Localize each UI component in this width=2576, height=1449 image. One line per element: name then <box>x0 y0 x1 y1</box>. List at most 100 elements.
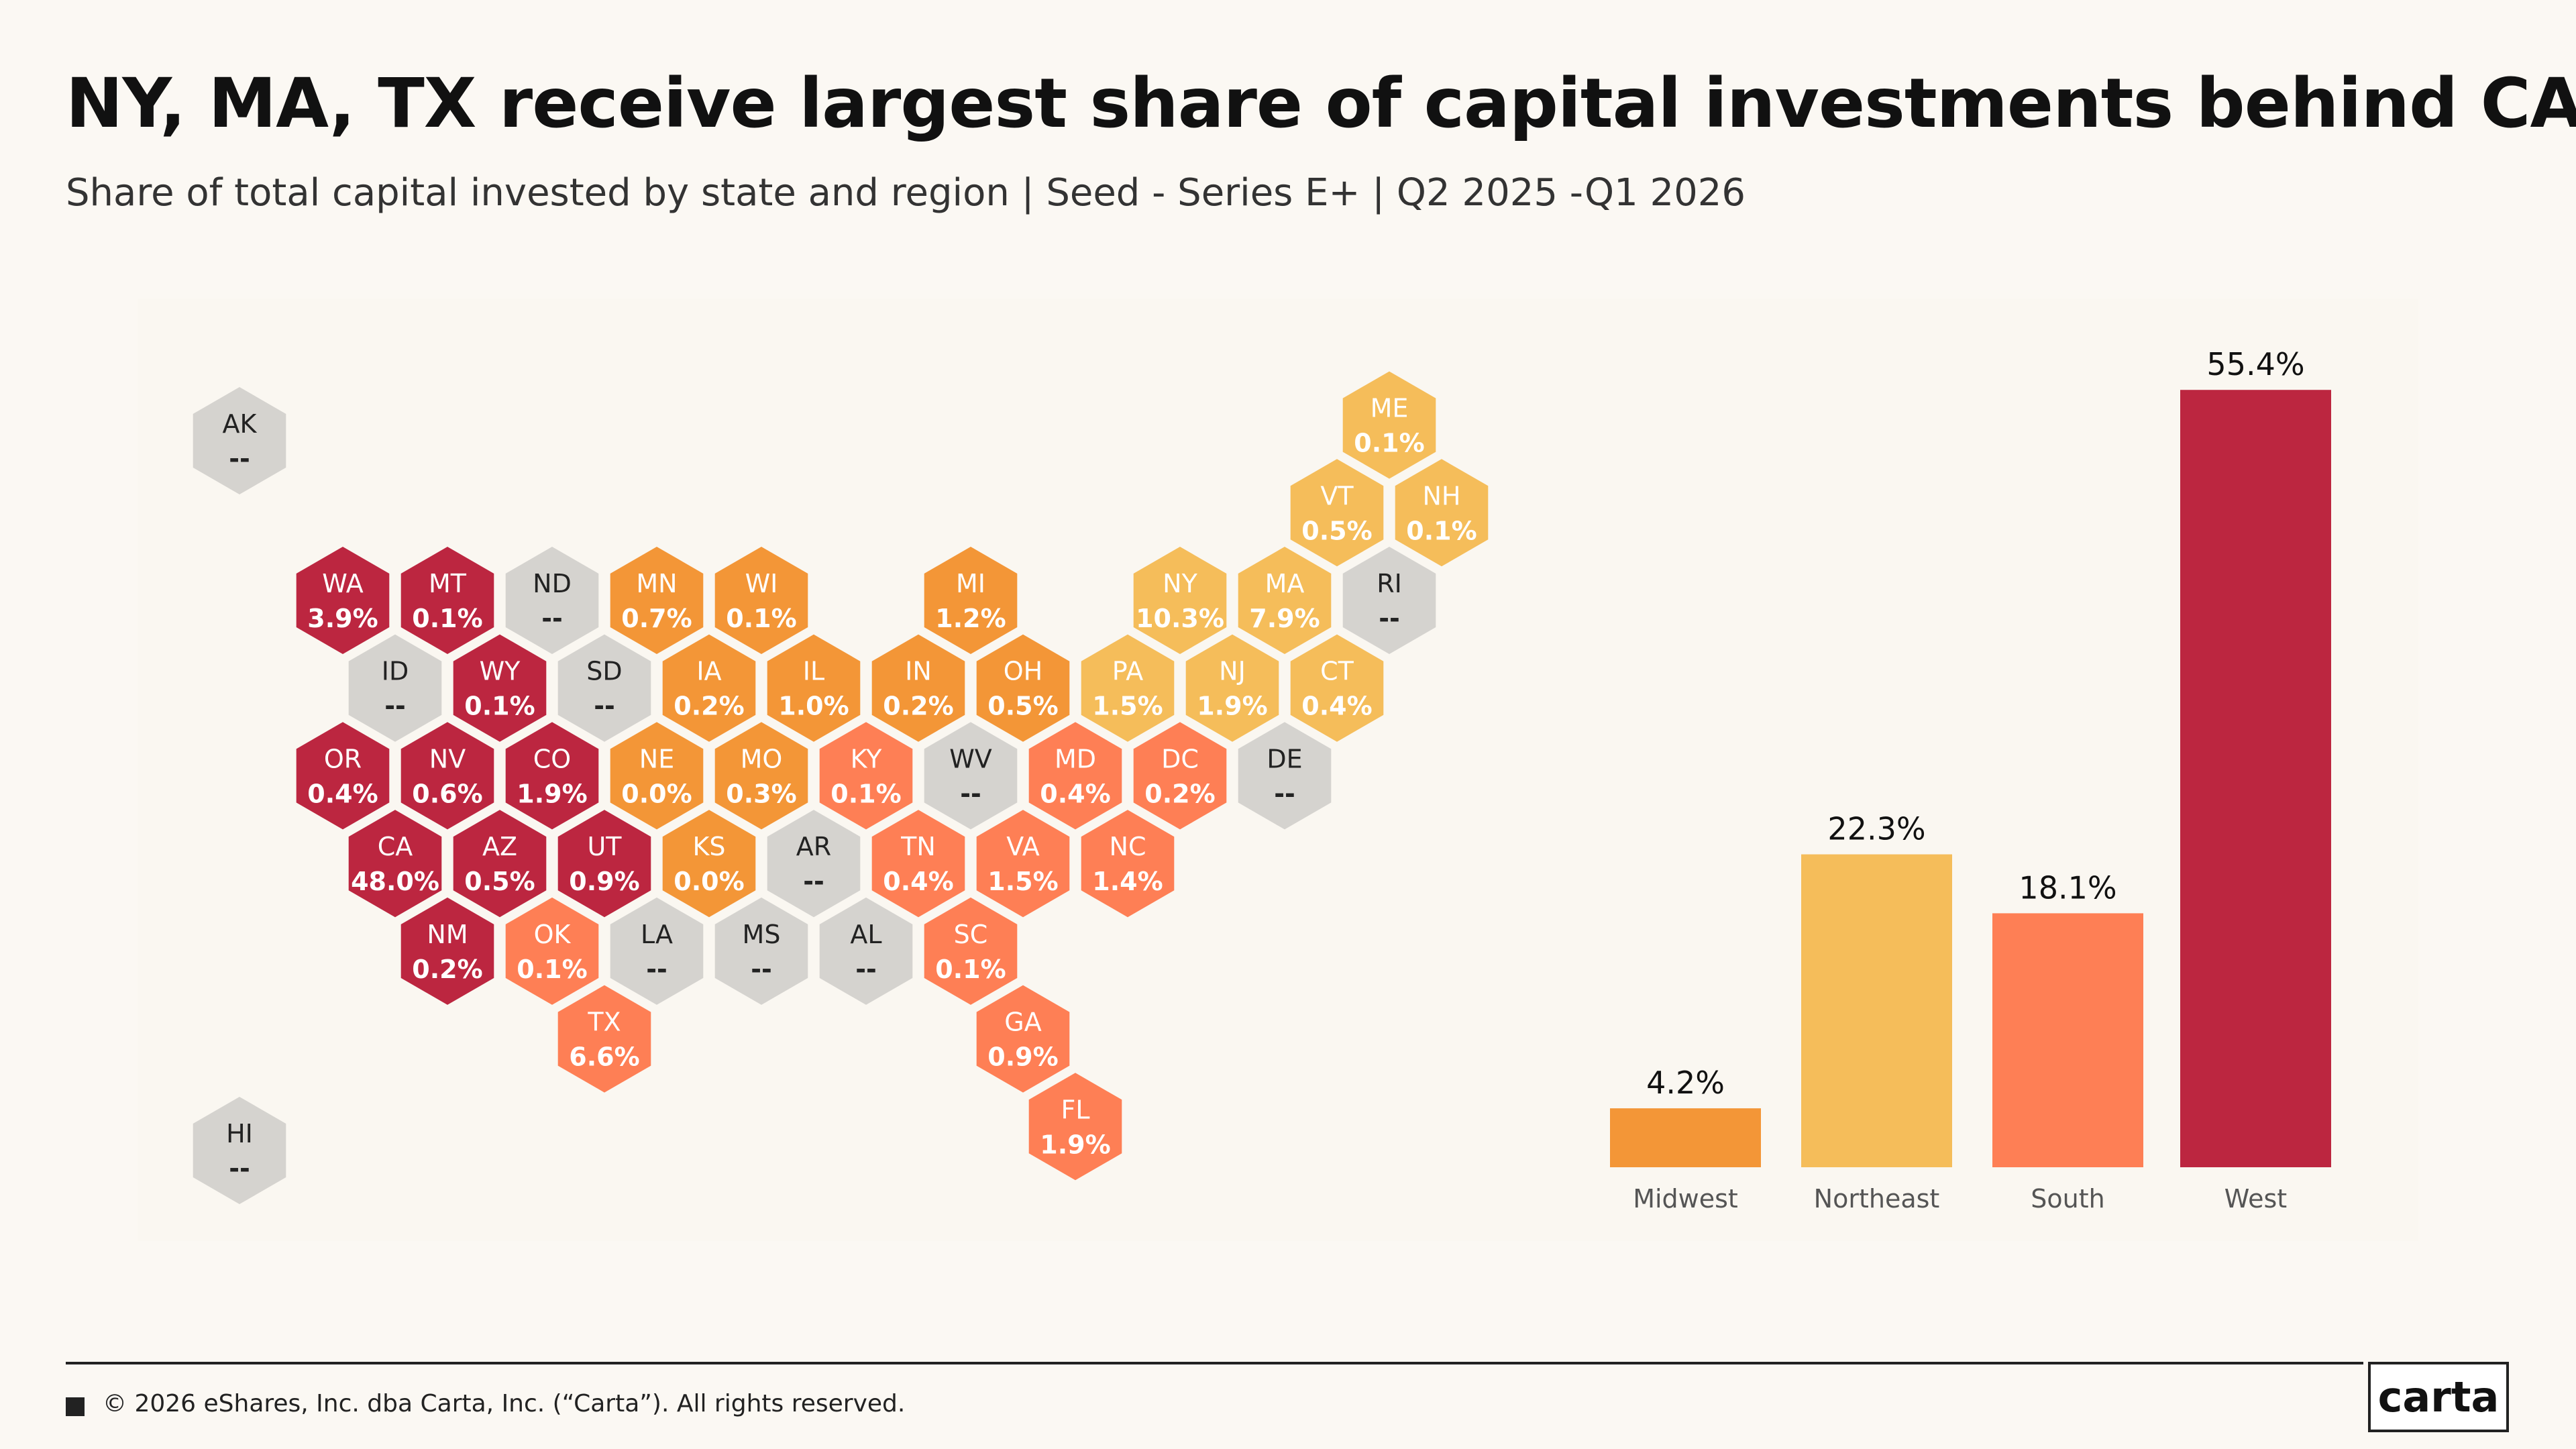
hex-state-oh: OH 0.5% <box>976 634 1070 742</box>
hex-state-code: PA <box>1112 657 1143 686</box>
hex-state-code: CO <box>533 744 571 773</box>
hex-map: AK--HI--ME0.1%VT0.5%NH0.1%WA3.9%MT0.1%ND… <box>193 371 1489 1204</box>
hex-tile <box>714 722 808 830</box>
hex-state-ri: RI -- <box>1342 547 1436 654</box>
hex-state-ny: NY 10.3% <box>1133 547 1227 654</box>
hex-state-value: 1.9% <box>517 779 587 808</box>
bar-category-label: South <box>2031 1184 2104 1214</box>
hex-state-value: -- <box>229 1154 250 1183</box>
hex-state-wv: WV -- <box>924 722 1018 830</box>
hex-state-value: 1.5% <box>987 867 1058 896</box>
hex-state-nd: ND -- <box>505 547 599 654</box>
hex-state-code: NH <box>1423 481 1461 511</box>
bar-category-label: Northeast <box>1814 1184 1940 1214</box>
hex-tile <box>1290 459 1384 567</box>
hex-state-ms: MS -- <box>714 897 808 1005</box>
hex-state-code: RI <box>1377 569 1402 598</box>
hex-state-value: -- <box>803 867 824 896</box>
hex-state-code: ND <box>533 569 572 598</box>
hex-state-ak: AK -- <box>193 387 286 494</box>
hex-state-ks: KS 0.0% <box>662 810 756 918</box>
hex-state-md: MD 0.4% <box>1028 722 1122 830</box>
hex-state-ut: UT 0.9% <box>557 810 651 918</box>
hex-state-il: IL 1.0% <box>767 634 861 742</box>
hex-state-value: 0.9% <box>569 867 639 896</box>
hex-tile <box>662 634 756 742</box>
hex-state-code: WI <box>745 569 778 598</box>
hex-tile <box>714 897 808 1005</box>
hex-tile <box>348 634 442 742</box>
hex-state-value: 0.2% <box>1144 779 1215 808</box>
hex-state-ca: CA 48.0% <box>348 810 442 918</box>
hex-state-ma: MA 7.9% <box>1238 547 1332 654</box>
hex-state-hi: HI -- <box>193 1097 286 1204</box>
hex-tile <box>1342 547 1436 654</box>
hex-state-code: KY <box>851 744 883 773</box>
hex-state-vt: VT 0.5% <box>1290 459 1384 567</box>
hex-state-me: ME 0.1% <box>1342 371 1436 479</box>
bar-value-label: 18.1% <box>2019 869 2116 906</box>
hex-state-value: 0.2% <box>883 692 953 721</box>
hex-state-value: -- <box>855 955 877 984</box>
hex-state-code: SD <box>586 657 622 686</box>
hex-tile <box>296 722 390 830</box>
hex-tile <box>1238 547 1332 654</box>
hex-state-code: NE <box>639 744 674 773</box>
hex-state-value: 0.1% <box>830 779 901 808</box>
hex-state-value: 3.9% <box>307 604 378 633</box>
hex-state-value: 0.7% <box>621 604 692 633</box>
hex-tile <box>400 897 494 1005</box>
hex-state-value: 7.9% <box>1249 604 1320 633</box>
hex-tile <box>871 810 965 918</box>
hex-state-value: 0.9% <box>987 1042 1058 1072</box>
hex-state-value: 0.2% <box>412 955 482 984</box>
hex-state-code: NJ <box>1219 657 1246 686</box>
hex-state-sc: SC 0.1% <box>924 897 1018 1005</box>
hex-state-al: AL -- <box>819 897 913 1005</box>
hex-state-value: 48.0% <box>351 867 439 896</box>
hex-state-value: -- <box>229 444 250 474</box>
hex-state-code: DC <box>1161 744 1199 773</box>
hex-state-code: CA <box>378 832 413 861</box>
hex-tile <box>767 634 861 742</box>
hex-state-code: UT <box>587 832 622 861</box>
hex-state-code: IL <box>803 657 824 686</box>
hex-state-value: 1.9% <box>1040 1130 1110 1159</box>
hex-state-code: WA <box>322 569 364 598</box>
hex-state-code: MT <box>429 569 467 598</box>
hex-tile <box>1028 1073 1122 1181</box>
hex-state-mt: MT 0.1% <box>400 547 494 654</box>
bar-south <box>1992 913 2143 1167</box>
page-subtitle: Share of total capital invested by state… <box>66 171 1746 215</box>
hex-state-value: 1.4% <box>1092 867 1163 896</box>
hex-state-code: OK <box>534 920 572 949</box>
hex-state-id: ID -- <box>348 634 442 742</box>
hex-state-de: DE -- <box>1238 722 1332 830</box>
hex-state-value: -- <box>594 692 615 721</box>
hex-state-code: MN <box>636 569 677 598</box>
hex-state-code: AK <box>223 409 258 439</box>
hex-state-value: 0.0% <box>621 779 692 808</box>
hex-state-code: NV <box>429 744 466 773</box>
hex-state-ok: OK 0.1% <box>505 897 599 1005</box>
hex-tile <box>505 547 599 654</box>
hex-tile <box>400 722 494 830</box>
hex-tile <box>1342 371 1436 479</box>
hex-state-code: WY <box>480 657 521 686</box>
hex-state-code: CT <box>1320 657 1354 686</box>
hex-tile <box>400 547 494 654</box>
hex-tile <box>662 810 756 918</box>
hex-state-value: -- <box>646 955 667 984</box>
hex-tile <box>453 810 547 918</box>
hex-state-nj: NJ 1.9% <box>1185 634 1279 742</box>
hex-state-mo: MO 0.3% <box>714 722 808 830</box>
hex-state-code: IA <box>696 657 721 686</box>
hex-state-code: AL <box>850 920 881 949</box>
hex-state-code: GA <box>1004 1008 1041 1037</box>
hex-state-value: 0.0% <box>674 867 744 896</box>
hex-state-nv: NV 0.6% <box>400 722 494 830</box>
hex-state-value: 0.4% <box>883 867 953 896</box>
hex-state-value: 1.5% <box>1092 692 1163 721</box>
bar-value-label: 55.4% <box>2206 346 2304 382</box>
hex-state-mn: MN 0.7% <box>610 547 704 654</box>
